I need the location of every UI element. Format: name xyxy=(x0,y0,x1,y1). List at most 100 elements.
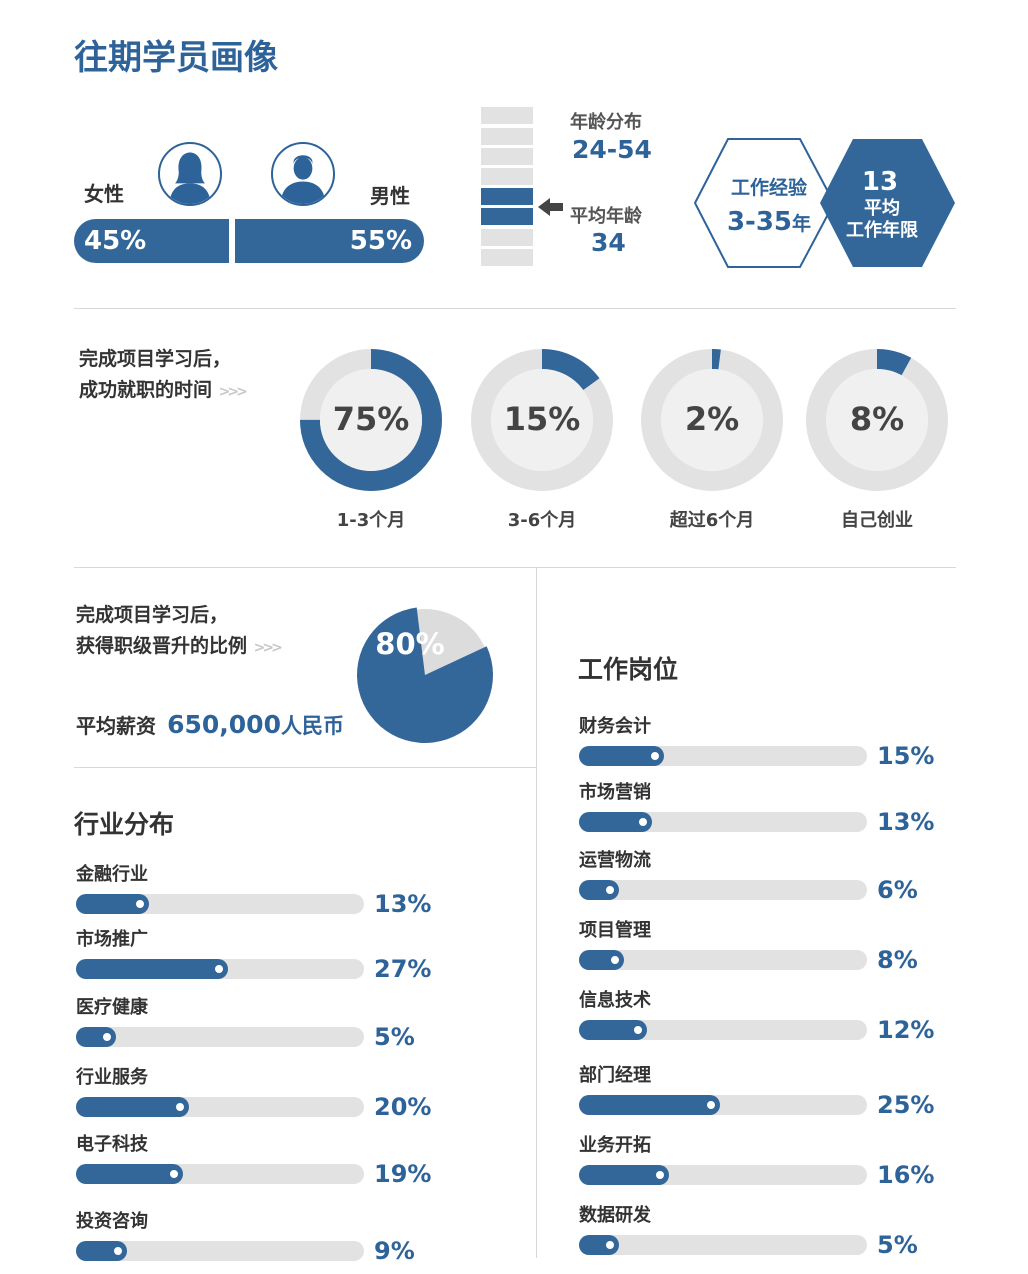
divider xyxy=(74,308,956,309)
employment-note-line2: 成功就职的时间 xyxy=(79,379,213,401)
bar-label: 行业服务 xyxy=(76,1067,148,1088)
pie-slice-rest xyxy=(416,609,485,675)
bar-label: 财务会计 xyxy=(579,716,651,737)
bar-label: 数据研发 xyxy=(579,1205,651,1226)
experience-avg-hexagon xyxy=(820,139,955,267)
female-pct: 45% xyxy=(84,226,147,256)
age-bar-highlight xyxy=(481,188,533,205)
donut-pct: 2% xyxy=(684,400,740,438)
donut-pct: 15% xyxy=(503,400,581,438)
salary-value: 650,000 xyxy=(167,710,281,739)
bar-pct: 12% xyxy=(877,1016,935,1044)
bar-label: 投资咨询 xyxy=(76,1211,148,1232)
donut-inner xyxy=(320,369,422,471)
donut-caption: 1-3个月 xyxy=(336,510,406,531)
bar-track xyxy=(579,1165,867,1185)
donut-arc xyxy=(641,349,783,491)
avg-age-label: 平均年龄 xyxy=(570,206,642,227)
age-range-value: 24-54 xyxy=(572,135,652,164)
male-label: 男性 xyxy=(370,184,410,208)
donut-inner xyxy=(491,369,593,471)
bar-fill xyxy=(579,1165,670,1185)
promotion-note-line2: 获得职级晋升的比例 xyxy=(76,635,248,657)
bar-knob xyxy=(211,961,228,977)
position-title: 工作岗位 xyxy=(578,655,679,684)
bar-track xyxy=(76,1097,364,1117)
bar-track xyxy=(579,1235,867,1255)
employment-note-line1: 完成项目学习后， xyxy=(79,348,232,370)
female-pct-bar: 45% xyxy=(74,219,229,263)
bar-pct: 5% xyxy=(877,1231,918,1259)
bar-label: 运营物流 xyxy=(579,850,651,871)
bar-pct: 25% xyxy=(877,1091,935,1119)
bar-knob xyxy=(703,1097,720,1113)
male-avatar-icon xyxy=(271,142,335,206)
bar-fill xyxy=(76,1164,184,1184)
page-title: 往期学员画像 xyxy=(74,38,278,78)
donut-pct: 75% xyxy=(332,400,410,438)
bar-label: 项目管理 xyxy=(579,920,651,941)
bar-pct: 6% xyxy=(877,876,918,904)
bar-label: 市场营销 xyxy=(579,782,651,803)
donut-arc xyxy=(471,349,613,491)
age-bar xyxy=(481,128,533,145)
arrow-left-icon xyxy=(538,198,550,216)
bar-knob xyxy=(607,952,624,968)
bar-knob xyxy=(132,896,149,912)
age-bar xyxy=(481,229,533,246)
bar-knob xyxy=(629,1022,646,1038)
bar-knob xyxy=(602,882,618,898)
bar-track xyxy=(579,812,867,832)
promotion-pie: 80% xyxy=(357,607,493,743)
experience-range: 3-35年 xyxy=(727,207,811,237)
age-bar xyxy=(481,249,533,266)
bar-fill xyxy=(76,894,150,914)
bar-fill xyxy=(579,1095,721,1115)
age-range-label: 年龄分布 xyxy=(570,112,642,133)
bar-label: 医疗健康 xyxy=(76,997,148,1018)
donut-arc xyxy=(806,349,948,491)
donut-inner xyxy=(661,369,763,471)
bar-track xyxy=(76,959,364,979)
bar-pct: 8% xyxy=(877,946,918,974)
bar-pct: 27% xyxy=(374,955,432,983)
age-bar-highlight xyxy=(481,208,533,225)
bar-fill xyxy=(579,812,653,832)
bar-track xyxy=(76,894,364,914)
pie-slice-main xyxy=(357,607,493,743)
bar-pct: 9% xyxy=(374,1237,415,1265)
donut-inner xyxy=(826,369,928,471)
bar-knob xyxy=(166,1166,183,1182)
vertical-divider xyxy=(536,568,537,1258)
experience-hexagons: 工作经验 3-35年 13 平均 工作年限 xyxy=(694,138,955,268)
bar-knob xyxy=(109,1243,126,1259)
female-avatar-icon xyxy=(158,142,222,206)
female-label: 女性 xyxy=(84,182,124,206)
bar-track xyxy=(579,880,867,900)
bar-knob xyxy=(635,814,652,830)
promotion-pct: 80% xyxy=(375,627,444,661)
salary-label: 平均薪资 xyxy=(76,714,156,738)
bar-pct: 13% xyxy=(374,890,432,918)
experience-avg-value: 13 xyxy=(862,167,898,197)
bar-track xyxy=(76,1164,364,1184)
divider xyxy=(74,567,956,568)
bar-track xyxy=(76,1027,364,1047)
bar-fill xyxy=(579,1020,647,1040)
chevrons-right-icon: >>> xyxy=(218,384,248,400)
age-bar xyxy=(481,107,533,124)
bar-track xyxy=(76,1241,364,1261)
chevrons-right-icon: >>> xyxy=(253,640,283,656)
donut-4 xyxy=(806,349,948,491)
promotion-note: 完成项目学习后， 获得职级晋升的比例 >>> xyxy=(76,600,283,664)
bar-knob xyxy=(646,748,663,764)
age-bar xyxy=(481,168,533,185)
experience-range-hexagon xyxy=(694,138,836,268)
donut-pct: 8% xyxy=(849,400,905,438)
male-pct: 55% xyxy=(349,226,412,256)
industry-title: 行业分布 xyxy=(74,810,175,839)
experience-avg-line2: 工作年限 xyxy=(846,219,919,241)
bar-label: 部门经理 xyxy=(579,1065,651,1086)
donut-1 xyxy=(300,349,442,491)
avg-age-value: 34 xyxy=(591,228,626,257)
